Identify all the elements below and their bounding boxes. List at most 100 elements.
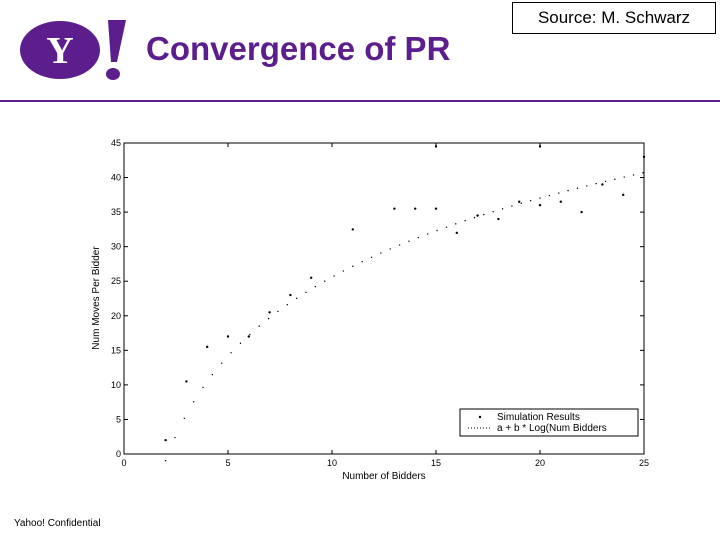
simulation-point (310, 276, 313, 279)
simulation-point (580, 210, 583, 214)
simulation-point (476, 214, 479, 217)
y-tick-label: 25 (111, 276, 121, 286)
fit-curve-dot (164, 459, 167, 462)
yahoo-logo-exclaim-bar (108, 20, 126, 62)
fit-curve-dot (398, 244, 401, 246)
y-tick-label: 20 (111, 311, 121, 321)
simulation-point (434, 207, 438, 210)
x-tick-label: 25 (639, 458, 649, 468)
fit-curve-dot (436, 229, 438, 232)
fit-curve-dot (183, 417, 186, 419)
simulation-point (393, 207, 396, 210)
legend-marker-simulation (478, 415, 482, 419)
fit-curve-dot (249, 333, 251, 336)
fit-curve-dot (202, 386, 204, 389)
fit-curve-dot (295, 297, 298, 300)
fit-curve-dot (576, 187, 579, 189)
simulation-point (497, 217, 500, 221)
plot-frame (123, 142, 645, 455)
fit-curve-dot (342, 270, 345, 272)
fit-curve-dot (370, 256, 373, 258)
footer-confidential: Yahoo! Confidential (14, 518, 101, 529)
fit-curve-dot (389, 248, 391, 250)
simulation-point (455, 231, 458, 235)
chart-ticks: 0 5 10 15 20 25 0 5 10 15 20 25 30 35 40 45 (111, 138, 649, 468)
yahoo-logo-oval (20, 21, 100, 79)
simulation-point (226, 335, 230, 338)
fit-curve-dot (632, 174, 635, 176)
fit-curve-dot (221, 362, 223, 364)
fit-curve-dot (352, 265, 354, 267)
fit-curve-dot (408, 240, 410, 242)
legend-label-fit: a + b * Log(Num Bidders (497, 423, 607, 434)
fit-curve-dot (305, 291, 307, 294)
y-tick-label: 0 (116, 449, 121, 459)
simulation-point (164, 438, 167, 442)
simulation-point (185, 380, 188, 383)
fit-curve-dot (511, 205, 513, 207)
fit-curve-dot (445, 226, 448, 228)
fit-curve-dot (230, 352, 232, 354)
fit-curve-dot (314, 285, 317, 288)
fit-curve-dot (501, 208, 504, 210)
fit-curve-dot (483, 213, 485, 216)
yahoo-logo-exclaim-dot (106, 68, 120, 80)
x-tick-label: 20 (535, 458, 545, 468)
chart-marks (164, 145, 646, 462)
y-axis-label: Num Moves Per Bidder (91, 246, 102, 350)
fit-curve-dot (604, 180, 607, 183)
fit-curve-dot (324, 280, 326, 282)
simulation-point (247, 335, 250, 338)
x-tick-label: 5 (225, 458, 230, 468)
fit-curve-dot (614, 178, 616, 180)
slide-title: Convergence of PR (146, 30, 451, 67)
fit-curve-dot (642, 172, 644, 174)
fit-curve-dot (548, 194, 551, 197)
fit-curve-dot (464, 220, 466, 222)
fit-curve-dot (211, 374, 214, 376)
x-tick-label: 15 (431, 458, 441, 468)
x-axis-label: Number of Bidders (342, 471, 425, 482)
fit-curve-dot (623, 176, 625, 178)
fit-curve-dot (380, 252, 382, 254)
fit-curve-dot (361, 260, 363, 263)
y-tick-label: 10 (111, 380, 121, 390)
fit-curve-dot (333, 275, 335, 277)
source-box: Source: M. Schwarz (512, 2, 716, 34)
x-tick-label: 10 (327, 458, 337, 468)
simulation-point (518, 200, 521, 203)
legend-box (459, 408, 639, 437)
yahoo-logo: Y (20, 20, 126, 80)
simulation-point (351, 228, 354, 231)
simulation-point (434, 145, 438, 148)
simulation-point (622, 193, 625, 197)
simulation-point (642, 155, 646, 159)
fit-curve-dot (586, 185, 588, 187)
y-tick-label: 15 (111, 345, 121, 355)
fit-curve-dot (539, 197, 541, 199)
header-rule (0, 100, 720, 102)
y-tick-label: 35 (111, 207, 121, 217)
y-tick-label: 40 (111, 173, 121, 183)
y-tick-label: 45 (111, 138, 121, 148)
simulation-point (538, 145, 542, 148)
fit-curve-dot (286, 304, 288, 306)
fit-curve-dot (595, 182, 597, 185)
simulation-point (601, 183, 604, 186)
fit-curve-dot (455, 223, 457, 225)
legend-label-simulation: Simulation Results (497, 412, 580, 423)
fit-curve-dot (192, 401, 195, 403)
x-tick-label: 0 (121, 458, 126, 468)
simulation-point (414, 207, 417, 210)
fit-curve-dot (492, 210, 494, 213)
fit-curve-dot (239, 342, 242, 344)
fit-curve-dot (567, 189, 569, 192)
fit-curve-dot (426, 233, 429, 235)
chart-axes (123, 142, 645, 455)
fit-curve-dot (417, 236, 420, 239)
simulation-point (268, 311, 271, 314)
simulation-point (538, 204, 542, 207)
simulation-point (559, 200, 562, 203)
fit-curve-dot (277, 310, 279, 313)
